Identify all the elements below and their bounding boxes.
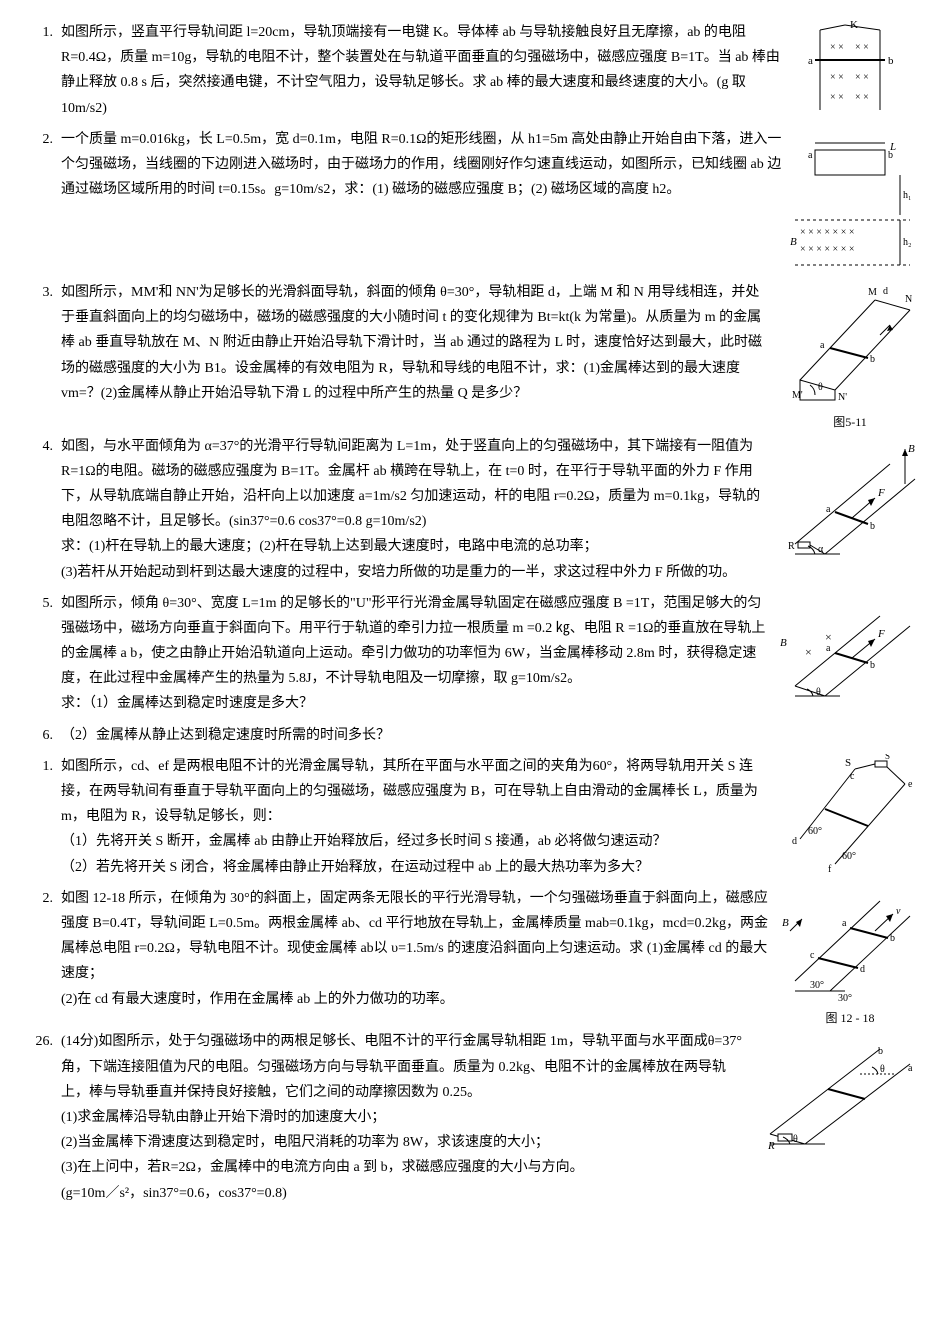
- svg-text:× ×: × ×: [855, 72, 869, 83]
- diagram-p6: S S c e d f 60° 60°: [780, 754, 920, 884]
- svg-text:× ×: × ×: [855, 92, 869, 103]
- svg-text:×: ×: [825, 630, 832, 644]
- svg-text:× × × × × × ×: × × × × × × ×: [800, 244, 854, 255]
- svg-text:× × × × × × ×: × × × × × × ×: [800, 227, 854, 238]
- problem-number: 5.: [25, 591, 61, 616]
- svg-text:e: e: [908, 779, 913, 790]
- problem-text: 如图，与水平面倾角为 α=37°的光滑平行导轨间距离为 L=1m，处于竖直向上的…: [61, 434, 772, 585]
- svg-text:α: α: [818, 544, 824, 555]
- diagram-p3: M N d a b M' N' θ 图5-11: [780, 280, 920, 434]
- svg-text:F: F: [877, 628, 885, 640]
- problem-number: 1.: [25, 20, 61, 45]
- diagram-caption: 图5-11: [780, 412, 920, 434]
- diagram-p1-p2: K a b × × × × × × × × × × × × a b L: [790, 20, 920, 280]
- diagram-p4: R a b F B α: [780, 434, 920, 564]
- svg-text:60°: 60°: [808, 826, 822, 837]
- svg-text:θ: θ: [816, 687, 821, 698]
- svg-text:a: a: [808, 150, 813, 161]
- svg-text:d: d: [883, 286, 888, 297]
- diagram-p5: a b F B × × θ: [780, 591, 920, 711]
- diagram-p26: R b a θ θ: [750, 1029, 920, 1159]
- svg-text:d: d: [860, 964, 865, 975]
- svg-text:F: F: [877, 487, 885, 499]
- svg-text:a: a: [826, 504, 831, 515]
- svg-text:b: b: [870, 354, 875, 365]
- svg-text:a: a: [820, 340, 825, 351]
- problem-number: 4.: [25, 434, 61, 459]
- svg-text:× ×: × ×: [830, 72, 844, 83]
- svg-text:b: b: [890, 933, 895, 944]
- svg-text:c: c: [850, 771, 855, 782]
- svg-text:c: c: [810, 950, 815, 961]
- problem-number: 3.: [25, 280, 61, 305]
- problem-text: 如图所示，竖直平行导轨间距 l=20cm，导轨顶端接有一电键 K。导体棒 ab …: [61, 20, 782, 121]
- svg-text:B: B: [790, 236, 797, 248]
- svg-text:d: d: [792, 836, 797, 847]
- svg-text:R: R: [788, 541, 795, 552]
- problem-number: 1.: [25, 754, 61, 779]
- svg-text:B: B: [908, 443, 915, 455]
- diagram-p7: a b c d B v 30° 30° 图 12 - 18: [780, 886, 920, 1030]
- svg-text:R: R: [767, 1140, 775, 1152]
- svg-text:30°: 30°: [810, 980, 824, 991]
- svg-text:B: B: [780, 637, 787, 649]
- problem-text: 如图所示，cd、ef 是两根电阻不计的光滑金属导轨，其所在平面与水平面之间的夹角…: [61, 754, 772, 880]
- problem-number: 2.: [25, 127, 61, 152]
- svg-text:N': N': [838, 392, 847, 403]
- svg-text:a: a: [826, 643, 831, 654]
- svg-text:θ: θ: [880, 1064, 885, 1075]
- problem-number: 6.: [25, 723, 61, 748]
- svg-text:h₁: h₁: [903, 190, 912, 201]
- problem-number: 2.: [25, 886, 61, 911]
- svg-text:θ: θ: [818, 382, 823, 393]
- svg-text:b: b: [888, 55, 894, 67]
- svg-text:30°: 30°: [838, 993, 852, 1004]
- svg-text:S: S: [845, 757, 851, 769]
- svg-text:h₂: h₂: [903, 237, 912, 248]
- svg-text:60°: 60°: [842, 851, 856, 862]
- svg-text:M': M': [792, 390, 803, 401]
- svg-text:a: a: [808, 55, 813, 67]
- problem-text: 一个质量 m=0.016kg，长 L=0.5m，宽 d=0.1m，电阻 R=0.…: [61, 127, 782, 203]
- problem-text: (14分)如图所示，处于匀强磁场中的两根足够长、电阻不计的平行金属导轨相距 1m…: [61, 1029, 742, 1205]
- svg-text:a: a: [908, 1063, 913, 1074]
- problem-text: 如图所示，MM'和 NN'为足够长的光滑斜面导轨，斜面的倾角 θ=30°，导轨相…: [61, 280, 772, 406]
- svg-text:b: b: [870, 521, 875, 532]
- svg-text:a: a: [842, 918, 847, 929]
- svg-text:×: ×: [805, 645, 812, 659]
- svg-text:× ×: × ×: [830, 42, 844, 53]
- svg-text:b: b: [878, 1046, 883, 1057]
- svg-text:b: b: [870, 660, 875, 671]
- svg-text:S: S: [885, 754, 890, 761]
- problem-text: 如图所示，倾角 θ=30°、宽度 L=1m 的足够长的"U"形平行光滑金属导轨固…: [61, 591, 772, 717]
- svg-text:L: L: [889, 141, 896, 153]
- svg-text:× ×: × ×: [855, 42, 869, 53]
- svg-text:θ: θ: [793, 1134, 798, 1145]
- problem-text: 如图 12-18 所示，在倾角为 30°的斜面上，固定两条无限长的平行光滑导轨，…: [61, 886, 772, 1012]
- svg-text:K: K: [850, 20, 858, 31]
- svg-text:× ×: × ×: [830, 92, 844, 103]
- svg-text:B: B: [782, 917, 789, 929]
- problem-number: 26.: [25, 1029, 61, 1054]
- problem-text: （2）金属棒从静止达到稳定速度时所需的时间多长？: [61, 723, 772, 748]
- svg-text:M: M: [868, 287, 877, 298]
- svg-text:N: N: [905, 294, 912, 305]
- svg-text:v: v: [896, 906, 901, 917]
- diagram-caption: 图 12 - 18: [780, 1008, 920, 1030]
